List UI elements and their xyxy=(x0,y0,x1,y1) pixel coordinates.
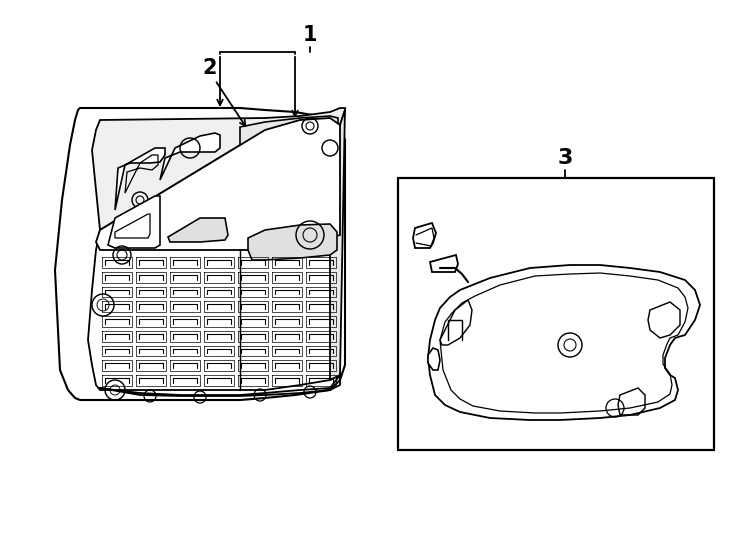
Polygon shape xyxy=(240,116,338,148)
Polygon shape xyxy=(96,118,340,250)
Polygon shape xyxy=(160,133,220,180)
Text: 2: 2 xyxy=(203,58,217,78)
Polygon shape xyxy=(248,224,337,260)
Polygon shape xyxy=(430,255,458,272)
Polygon shape xyxy=(413,223,436,248)
Polygon shape xyxy=(88,118,340,390)
Polygon shape xyxy=(108,196,160,248)
Polygon shape xyxy=(115,148,165,210)
Polygon shape xyxy=(168,218,228,242)
Polygon shape xyxy=(330,108,345,380)
Text: 3: 3 xyxy=(557,148,573,168)
Polygon shape xyxy=(428,265,700,420)
Polygon shape xyxy=(428,348,440,370)
Text: 1: 1 xyxy=(302,25,317,45)
Polygon shape xyxy=(92,108,345,230)
Bar xyxy=(398,178,714,450)
